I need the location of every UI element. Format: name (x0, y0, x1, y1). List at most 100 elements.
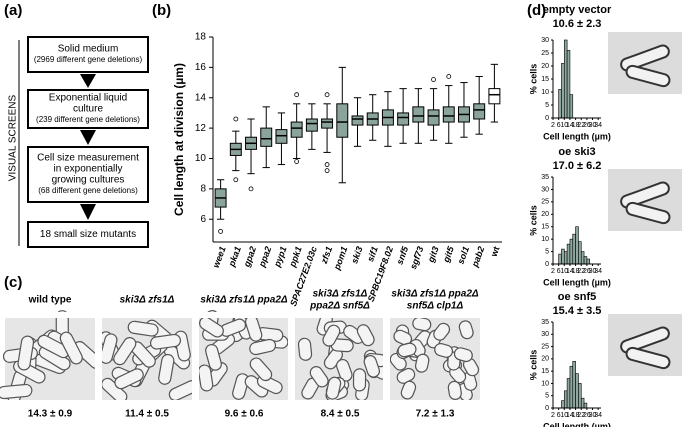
step-text: Solid medium (58, 44, 119, 55)
bar (558, 89, 562, 119)
y-tick-label: 20 (541, 63, 549, 70)
x-tick-label: git5 (441, 244, 457, 264)
arrow (80, 130, 96, 145)
x-tick-label: snf5 (395, 244, 411, 266)
y-tick-label: 16 (195, 62, 207, 73)
outlier (431, 77, 436, 82)
mask (383, 316, 390, 402)
step-detail: (2969 different gene deletions) (34, 55, 143, 64)
cell (400, 380, 417, 400)
step-box (27, 36, 149, 73)
outlier (233, 177, 239, 183)
x-tick-label: 10 (560, 122, 568, 129)
bar (572, 361, 576, 409)
y-axis-label: % cells (528, 350, 538, 381)
bar (580, 397, 585, 409)
cell (363, 355, 381, 378)
y-tick-label: 15 (541, 368, 549, 375)
box (488, 88, 501, 105)
chart-subtitle: 17.0 ± 6.2 (553, 160, 602, 172)
y-tick-label: 0 (545, 405, 549, 412)
cell (620, 181, 670, 209)
strain-label: ski3Δ zfs1Δ (120, 295, 175, 306)
cell (249, 357, 273, 382)
y-tick-label: 0 (545, 115, 549, 122)
box (397, 112, 410, 126)
x-tick-label: 26 (583, 268, 591, 275)
cell (127, 320, 159, 337)
outlier (446, 74, 452, 79)
outlier (294, 159, 300, 164)
cell (352, 368, 367, 392)
box (336, 103, 349, 138)
box (427, 109, 440, 126)
cell (297, 337, 313, 361)
box (260, 127, 273, 147)
x-tick-label: 22 (577, 412, 585, 419)
y-tick-label: 25 (541, 343, 549, 350)
step-box (27, 89, 149, 129)
chart-subtitle: 10.6 ± 2.3 (553, 18, 602, 30)
arrow (80, 74, 96, 88)
flowchart: Solid medium(2969 different gene deletio… (27, 36, 149, 248)
cell (620, 44, 670, 72)
step-text: culture (73, 104, 103, 115)
bar (572, 233, 576, 265)
bar (575, 373, 579, 409)
x-axis-label: Cell length (µm) (543, 277, 611, 287)
x-tick-label: ski3 (349, 245, 364, 265)
bar (569, 94, 574, 119)
x-tick-label: 18 (572, 412, 580, 419)
x-tick-label: 18 (572, 122, 580, 129)
y-axis-label: Cell length at division (µm) (172, 63, 186, 216)
box (305, 118, 318, 132)
x-tick-label: 26 (583, 122, 591, 129)
mask (480, 316, 520, 402)
cell (197, 364, 214, 392)
x-axis-label: Cell length (µm) (543, 421, 611, 427)
outlier (324, 168, 330, 174)
x-tick-label: 6 (557, 268, 561, 275)
panel-label: (a) (4, 2, 22, 19)
size-value: 11.4 ± 0.5 (125, 409, 169, 420)
y-tick-label: 8 (200, 183, 206, 194)
chart-title: empty vector (543, 4, 612, 16)
bar (566, 243, 571, 265)
y-tick-label: 6 (200, 214, 206, 225)
bar (586, 258, 591, 265)
bar (578, 383, 582, 409)
chart-title: oe ski3 (558, 146, 595, 158)
bar (575, 226, 579, 265)
panel-label: (b) (152, 2, 171, 19)
x-tick-label: 30 (589, 268, 597, 275)
cell (199, 316, 224, 338)
cell (412, 316, 432, 332)
cell (414, 353, 430, 373)
cell (458, 320, 474, 340)
cell (114, 368, 144, 390)
box (473, 103, 486, 120)
box (351, 115, 364, 126)
y-tick-label: 5 (545, 102, 549, 109)
y-tick-label: 25 (541, 50, 549, 57)
x-tick-label: 22 (577, 122, 585, 129)
cell (249, 338, 277, 356)
bar (563, 251, 568, 265)
strain-label: ski3Δ zfs1Δ (313, 289, 368, 300)
box (290, 121, 303, 138)
y-tick-label: 0 (545, 261, 549, 268)
cell (322, 324, 341, 347)
x-tick-label: gpa2 (241, 245, 258, 269)
y-tick-label: 25 (541, 199, 549, 206)
x-tick-label: 14 (566, 412, 574, 419)
x-tick-label: sol1 (456, 245, 472, 265)
y-tick-label: 10 (541, 89, 549, 96)
y-tick-label: 5 (545, 248, 549, 255)
panel-label: (d) (527, 2, 546, 19)
y-tick-label: 14 (195, 92, 207, 103)
mask (288, 316, 295, 402)
x-tick-label: 22 (577, 268, 585, 275)
bar (561, 63, 565, 119)
mask (192, 316, 199, 402)
size-value: 14.3 ± 0.9 (28, 409, 73, 420)
